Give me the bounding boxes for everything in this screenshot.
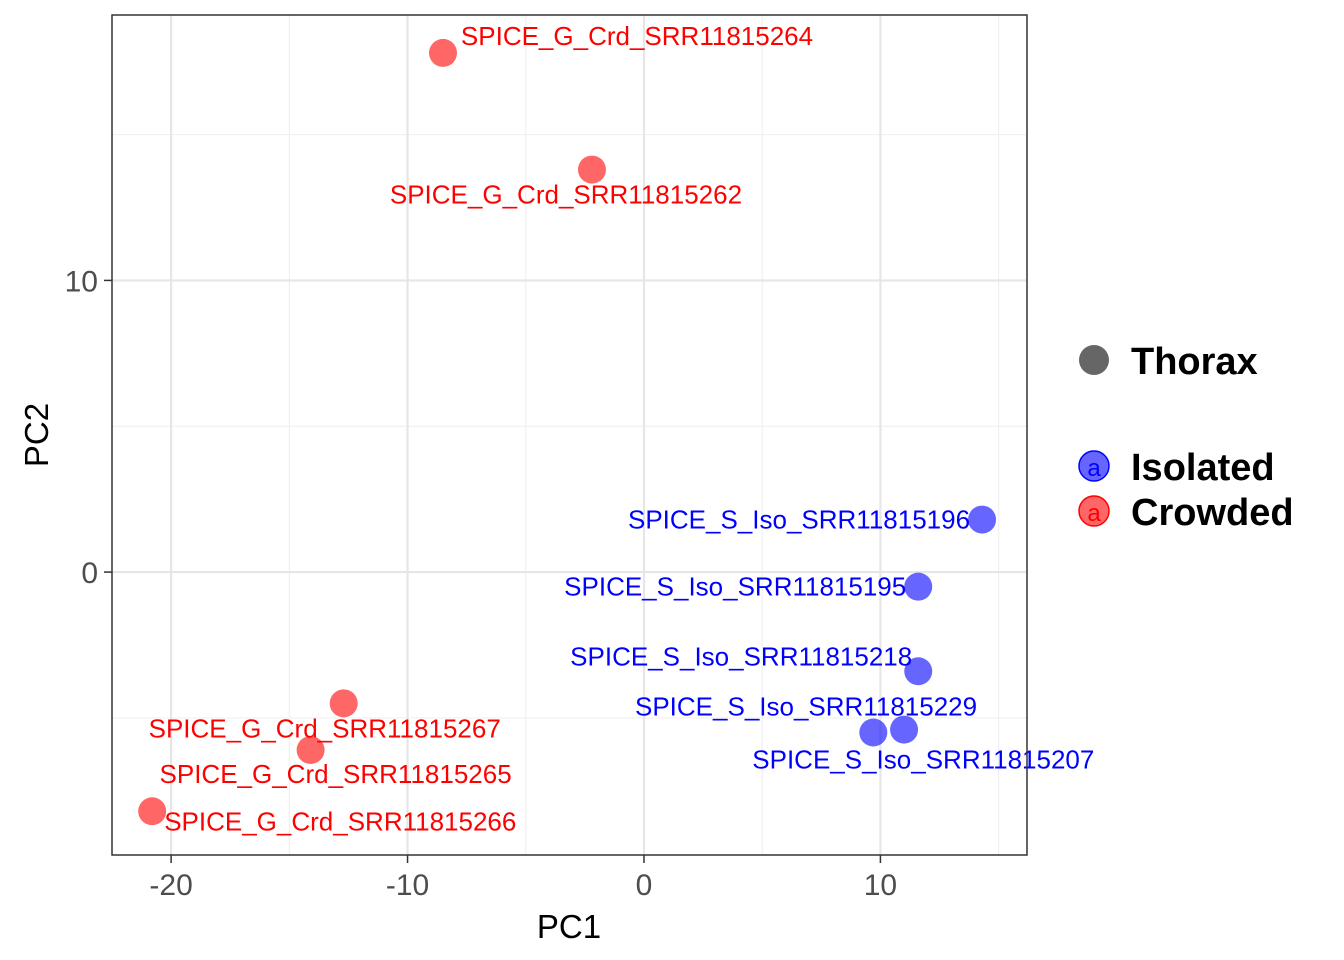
point-label: SPICE_S_Iso_SRR11815218 <box>570 641 912 671</box>
data-point-isolated <box>904 572 933 601</box>
point-label: SPICE_S_Iso_SRR11815207 <box>752 745 1094 775</box>
x-tick-label: -10 <box>386 869 429 902</box>
legend-label-isolated: Isolated <box>1131 447 1275 489</box>
point-label: SPICE_S_Iso_SRR11815195 <box>564 572 906 602</box>
point-label: SPICE_G_Crd_SRR11815264 <box>461 21 813 51</box>
y-tick-label: 10 <box>65 265 98 298</box>
data-point-crowded <box>429 38 458 67</box>
y-axis-ticks: 0 10 <box>65 265 112 590</box>
data-point-isolated <box>968 505 997 534</box>
y-axis-title: PC2 <box>18 403 55 467</box>
plot-panel <box>112 15 1027 855</box>
legend: Thorax a Isolated a Crowded <box>1078 341 1294 534</box>
data-point-isolated <box>890 715 919 744</box>
legend-key-glyph: a <box>1087 455 1101 482</box>
x-tick-label: 10 <box>864 869 897 902</box>
legend-shape-key-icon <box>1079 345 1109 375</box>
y-tick-label: 0 <box>81 557 98 590</box>
legend-key-isolated-icon <box>1078 450 1110 482</box>
point-label: SPICE_S_Iso_SRR11815229 <box>635 692 977 722</box>
point-label: SPICE_G_Crd_SRR11815265 <box>160 759 512 789</box>
legend-key-crowded-icon <box>1078 495 1110 527</box>
x-tick-label: 0 <box>636 869 653 902</box>
plot-border <box>111 14 1028 856</box>
x-axis-ticks: -20 -10 0 10 <box>149 855 897 902</box>
legend-key-glyph: a <box>1087 500 1101 527</box>
legend-shape-title: Thorax <box>1131 341 1258 383</box>
data-point-crowded <box>138 797 167 826</box>
point-label: SPICE_S_Iso_SRR11815196 <box>628 505 970 535</box>
point-label: SPICE_G_Crd_SRR11815267 <box>149 713 501 743</box>
grid-major <box>112 15 1027 855</box>
legend-label-crowded: Crowded <box>1131 492 1294 534</box>
data-point-crowded <box>296 736 325 764</box>
data-points <box>138 38 997 826</box>
point-label: SPICE_G_Crd_SRR11815262 <box>390 180 742 210</box>
grid-minor <box>112 15 1027 855</box>
data-point-isolated <box>904 657 933 686</box>
legend-color-entries: a Isolated a Crowded <box>1078 447 1294 534</box>
data-point-crowded <box>577 155 606 184</box>
x-axis-title: PC1 <box>537 908 601 945</box>
point-labels: SPICE_S_Iso_SRR11815196 SPICE_S_Iso_SRR11… <box>149 21 1095 836</box>
point-label: SPICE_G_Crd_SRR11815266 <box>164 806 516 836</box>
x-tick-label: -20 <box>149 869 192 902</box>
data-point-isolated <box>859 718 888 747</box>
data-point-crowded <box>329 689 358 718</box>
